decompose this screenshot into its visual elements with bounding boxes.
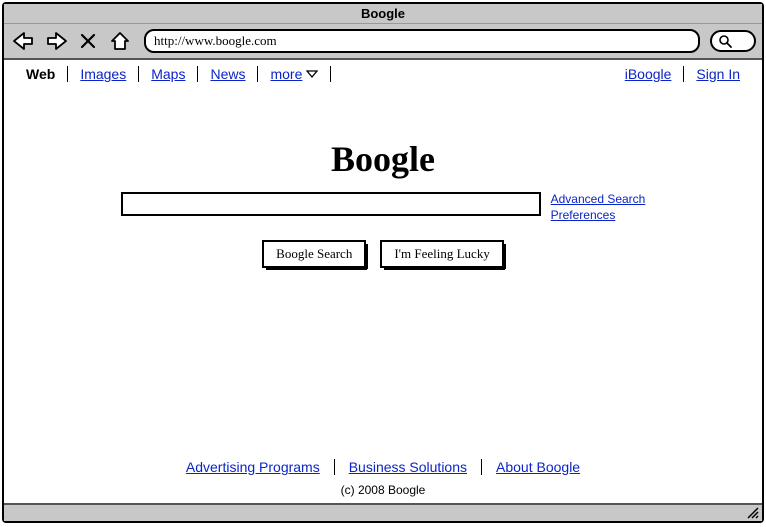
tab-iboogle-label: iBoogle	[625, 66, 672, 82]
about-link[interactable]: About Boogle	[496, 459, 580, 475]
home-button[interactable]	[106, 28, 134, 54]
lucky-button[interactable]: I'm Feeling Lucky	[380, 240, 504, 268]
tab-web-label: Web	[26, 66, 55, 82]
forward-arrow-icon	[44, 30, 68, 52]
copyright: (c) 2008 Boogle	[341, 475, 426, 503]
window-title: Boogle	[4, 4, 762, 24]
search-input[interactable]	[121, 192, 541, 216]
chevron-down-icon	[306, 69, 318, 79]
home-icon	[108, 30, 132, 52]
nav-tabs: Web Images Maps News more iBoogle Sign I…	[4, 60, 762, 88]
side-links: Advanced Search Preferences	[551, 192, 646, 222]
button-row: Boogle Search I'm Feeling Lucky	[262, 240, 504, 268]
tab-maps-label: Maps	[151, 66, 185, 82]
tab-images-label: Images	[80, 66, 126, 82]
search-row: Advanced Search Preferences	[121, 192, 646, 222]
tab-signin[interactable]: Sign In	[684, 66, 752, 82]
tab-news[interactable]: News	[198, 66, 258, 82]
x-icon	[79, 32, 97, 50]
resize-grip-icon[interactable]	[746, 506, 760, 520]
stop-button[interactable]	[74, 28, 102, 54]
tab-signin-label: Sign In	[696, 66, 740, 82]
main-area: Boogle Advanced Search Preferences Boogl…	[4, 88, 762, 503]
footer-links: Advertising Programs Business Solutions …	[172, 379, 594, 475]
toolbar-search-button[interactable]	[710, 30, 756, 52]
tab-web[interactable]: Web	[14, 66, 68, 82]
logo: Boogle	[331, 138, 435, 180]
advanced-search-link[interactable]: Advanced Search	[551, 192, 646, 206]
tab-maps[interactable]: Maps	[139, 66, 198, 82]
url-input[interactable]	[144, 29, 700, 53]
search-icon	[718, 34, 732, 48]
tab-more[interactable]: more	[258, 66, 331, 82]
forward-button[interactable]	[42, 28, 70, 54]
tab-images[interactable]: Images	[68, 66, 139, 82]
page-content: Web Images Maps News more iBoogle Sign I…	[4, 60, 762, 503]
back-button[interactable]	[10, 28, 38, 54]
business-link[interactable]: Business Solutions	[349, 459, 467, 475]
status-bar	[4, 503, 762, 521]
browser-window: Boogle	[2, 2, 764, 523]
preferences-link[interactable]: Preferences	[551, 208, 646, 222]
back-arrow-icon	[12, 30, 36, 52]
tab-news-label: News	[210, 66, 245, 82]
tab-iboogle[interactable]: iBoogle	[613, 66, 685, 82]
advertising-link[interactable]: Advertising Programs	[186, 459, 320, 475]
search-button[interactable]: Boogle Search	[262, 240, 366, 268]
browser-toolbar	[4, 24, 762, 60]
tab-more-label: more	[270, 66, 302, 82]
